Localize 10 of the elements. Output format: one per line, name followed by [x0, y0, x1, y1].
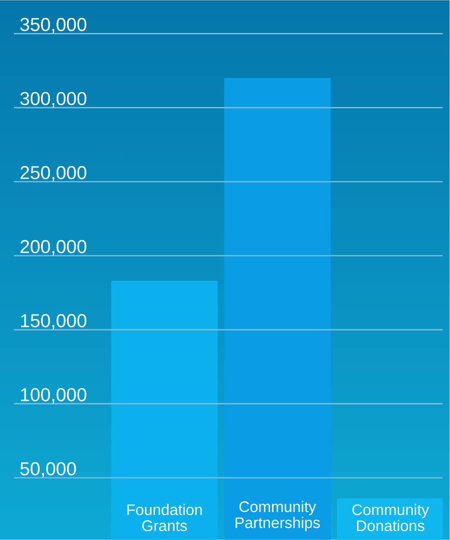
x-tick-label: Community Partnerships [236, 500, 320, 532]
y-tick-label: 350,000 [20, 18, 86, 34]
y-tick-label: 100,000 [21, 388, 86, 404]
y-tick-label: 200,000 [20, 240, 86, 256]
y-tick-label: 300,000 [20, 92, 86, 108]
y-tick-label: 50,000 [20, 462, 76, 478]
y-tick-label: 150,000 [21, 314, 86, 330]
x-tick-label: Foundation Grants [127, 504, 202, 532]
x-tick-label: Community Donations [352, 504, 430, 532]
y-tick-label: 250,000 [20, 166, 86, 182]
